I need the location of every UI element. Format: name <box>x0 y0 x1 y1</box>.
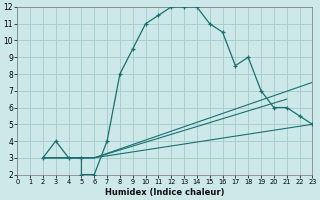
X-axis label: Humidex (Indice chaleur): Humidex (Indice chaleur) <box>105 188 225 197</box>
